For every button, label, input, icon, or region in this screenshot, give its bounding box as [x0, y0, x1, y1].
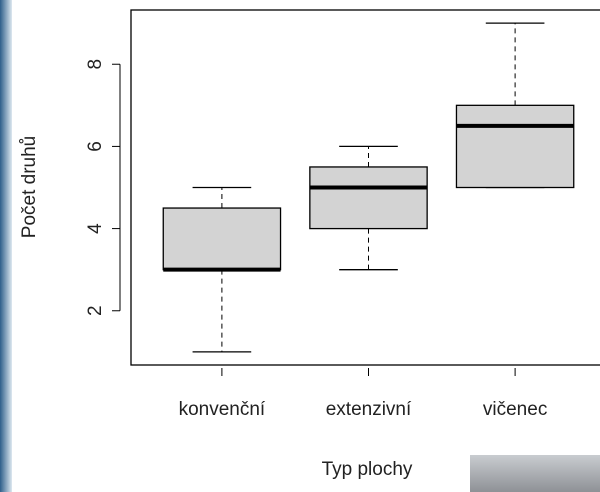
box [455, 104, 575, 189]
background-photo [470, 455, 600, 492]
plot-frame [130, 9, 600, 366]
y-tick-label: 6 [85, 141, 106, 152]
x-tick-label: konvenční [179, 399, 266, 420]
y-tick-label: 2 [85, 305, 106, 316]
y-axis-label: Počet druhů [19, 136, 40, 238]
y-tick-label: 8 [85, 59, 106, 70]
y-tick-label: 4 [85, 223, 106, 234]
box [309, 166, 428, 230]
x-tick-label: extenzivní [326, 399, 412, 420]
box [162, 207, 282, 271]
slide-decoration [0, 0, 12, 492]
x-tick-label: vičenec [483, 399, 547, 420]
x-axis-label: Typ plochy [322, 459, 413, 480]
